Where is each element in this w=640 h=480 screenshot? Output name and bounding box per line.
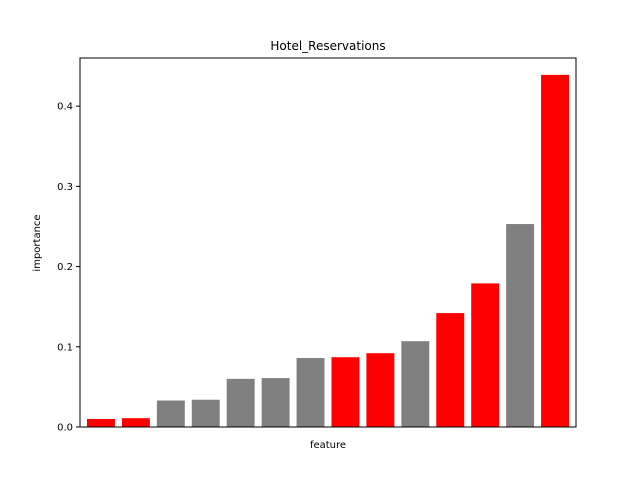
bar-1 (86, 418, 115, 427)
y-axis-ticks: 0.0 0.1 0.2 0.3 0.4 (57, 102, 80, 434)
y-axis-label: importance (32, 214, 43, 271)
bar-5 (226, 378, 255, 427)
bar-7 (296, 358, 325, 427)
bar-12 (471, 283, 500, 427)
bar-10 (401, 341, 430, 427)
chart-title: Hotel_Reservations (270, 39, 385, 53)
bar-13 (506, 224, 535, 427)
bar-9 (366, 353, 395, 427)
bar-2 (121, 418, 150, 427)
y-tick-label: 0.0 (57, 423, 73, 434)
bar-3 (156, 400, 185, 427)
bar-11 (436, 313, 465, 427)
y-tick-label: 0.2 (57, 262, 73, 273)
y-tick-label: 0.1 (57, 342, 73, 353)
plot-frame (79, 57, 577, 428)
bar-6 (261, 378, 290, 427)
y-tick-label: 0.4 (57, 102, 73, 113)
y-tick-label: 0.3 (57, 182, 73, 193)
bars-group (86, 74, 570, 427)
bar-8 (331, 357, 360, 427)
bar-4 (191, 399, 220, 427)
x-axis-label: feature (310, 440, 346, 451)
bar-14 (541, 74, 570, 427)
